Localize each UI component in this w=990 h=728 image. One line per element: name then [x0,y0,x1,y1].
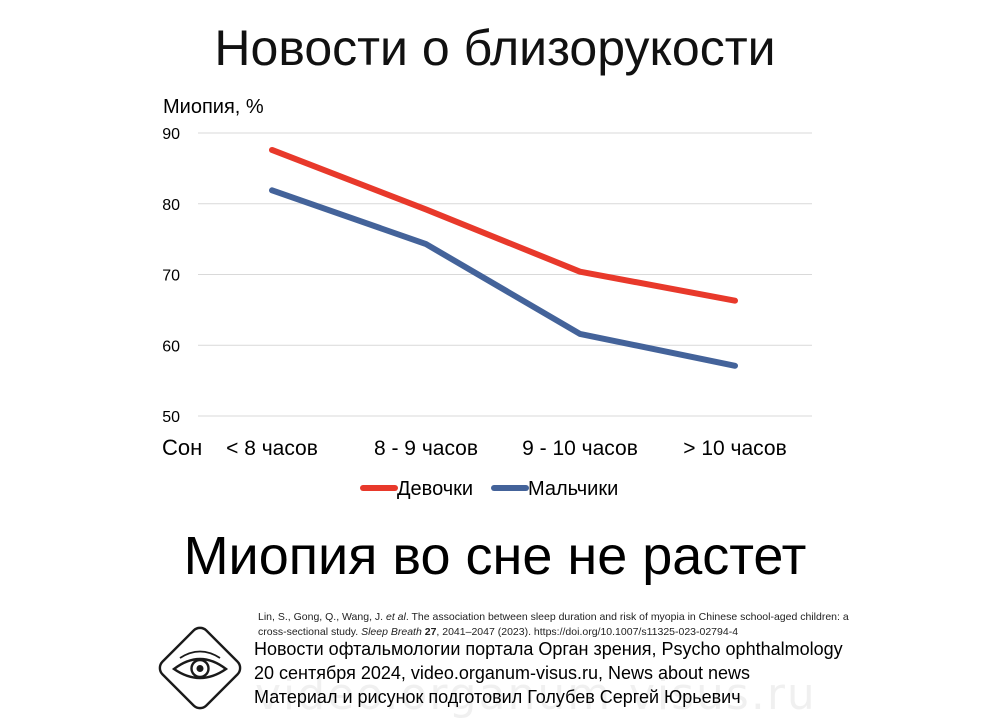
chart-grid [198,132,812,417]
y-tick-label: 50 [162,409,180,426]
citation-authors: Lin, S., Gong, Q., Wang, J. [258,611,386,623]
citation-journal: Sleep Breath [361,626,422,638]
footer: Новости офтальмологии портала Орган зрен… [254,637,954,709]
y-tick-label: 60 [162,338,180,355]
chart-legend: Девочки Мальчики [360,478,618,500]
x-tick-label: 8 - 9 часов [374,437,478,460]
x-tick-label: 9 - 10 часов [522,437,638,460]
y-axis-ticks: 90 80 70 60 50 [162,126,180,426]
y-tick-label: 80 [162,197,180,214]
legend-label-1: Девочки [397,478,473,500]
chart-series [269,146,738,369]
footer-line-2: 20 сентября 2024, video.organum-visus.ru… [254,663,751,683]
citation-title: . The association between sleep duration… [258,611,849,638]
x-tick-label: > 10 часов [683,437,786,460]
citation-volume: 27 [424,626,437,638]
subtitle: Миопия во сне не растет [183,526,807,586]
footer-line-3: Материал и рисунок подготовил Голубев Се… [254,687,741,707]
y-tick-label: 70 [162,268,180,285]
citation-etal: et al [386,611,406,623]
page-title: Новости о близорукости [214,20,776,76]
y-axis-label: Миопия, % [163,96,264,118]
y-tick-label: 90 [162,126,180,143]
watermark: video.organum-visus.ru [255,669,817,720]
footer-line-1: Новости офтальмологии портала Орган зрен… [254,639,843,659]
citation-pages-doi: , 2041–2047 (2023). https://doi.org/10.1… [436,626,739,638]
eye-logo-icon [158,626,242,710]
x-axis-ticks: < 8 часов 8 - 9 часов 9 - 10 часов > 10 час… [226,437,787,460]
series-line-1 [269,146,738,304]
legend-label-2: Мальчики [528,478,618,500]
series-line-2 [269,187,738,369]
myopia-line-chart: 90 80 70 60 50 < 8 часов 8 - 9 часов 9 - 10 ча… [162,96,812,500]
x-tick-label: < 8 часов [226,437,318,460]
x-axis-label: Сон [162,435,202,460]
citation: Lin, S., Gong, Q., Wang, J. et al. The a… [258,610,858,640]
